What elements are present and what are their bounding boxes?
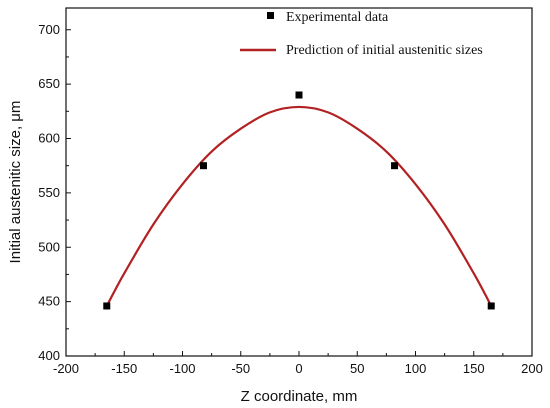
y-axis-label: Initial austenitic size, μm: [7, 101, 24, 264]
y-tick-label: 550: [38, 185, 60, 200]
experimental-point: [391, 162, 399, 170]
y-tick-label: 700: [38, 22, 60, 37]
y-tick-label: 500: [38, 239, 60, 254]
x-axis-label: Z coordinate, mm: [241, 388, 358, 405]
x-tick-label: 100: [405, 361, 427, 376]
legend-label-prediction: Prediction of initial austenitic sizes: [286, 43, 483, 58]
experimental-point: [199, 162, 207, 170]
y-tick-label: 650: [38, 76, 60, 91]
y-tick-label: 400: [38, 348, 60, 363]
experimental-point: [295, 91, 303, 99]
plot-area: [66, 8, 532, 356]
x-tick-label: 0: [295, 361, 302, 376]
experimental-point: [487, 302, 495, 310]
data-points: [103, 91, 495, 310]
ticks-group: -200 -150 -100 -50 0 50 100 150 200 400 450 500 550 6…: [38, 22, 543, 376]
prediction-line: [105, 105, 493, 307]
legend-label-experimental: Experimental data: [286, 10, 389, 25]
y-tick-label: 450: [38, 294, 60, 309]
x-tick-label: 50: [350, 361, 364, 376]
legend-marker-experimental: [267, 12, 274, 19]
legend: Experimental data Prediction of initial …: [240, 10, 483, 58]
x-tick-label: 150: [463, 361, 485, 376]
x-tick-label: -150: [111, 361, 137, 376]
x-tick-label: -200: [53, 361, 79, 376]
x-tick-label: 200: [521, 361, 543, 376]
y-tick-label: 600: [38, 131, 60, 146]
experimental-point: [103, 302, 111, 310]
x-tick-label: -50: [231, 361, 250, 376]
x-tick-label: -100: [169, 361, 195, 376]
plot-frame: [65, 7, 533, 357]
